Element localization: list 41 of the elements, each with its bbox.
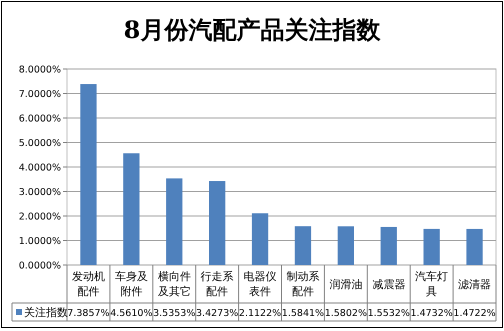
data-label: 1.4732% — [410, 308, 453, 319]
chart-title: 8月份汽配产品关注指数 — [124, 15, 382, 44]
bar — [466, 228, 483, 265]
bar — [294, 226, 312, 265]
x-tick-label: 发动机配件 — [72, 270, 105, 298]
bar — [123, 153, 140, 265]
x-tick-label: 减震器 — [372, 278, 406, 291]
bar — [338, 226, 354, 265]
y-tick-label: 4.0000% — [18, 162, 61, 174]
bar — [424, 228, 440, 265]
y-tick-label: 1.0000% — [18, 236, 61, 247]
bar — [80, 84, 97, 265]
y-tick-label: 6.0000% — [18, 114, 61, 124]
y-tick-label: 0.0000% — [18, 260, 61, 272]
data-label: 3.5353% — [153, 308, 196, 319]
x-tick-label: 滤清器 — [458, 278, 492, 291]
x-tick-label: 汽车灯具 — [415, 270, 448, 298]
bar — [380, 226, 397, 265]
x-tick-label: 车身及附件 — [114, 270, 148, 298]
bar — [252, 213, 268, 265]
y-tick-label: 7.0000% — [18, 89, 61, 100]
x-tick-label: 横向件及其它 — [158, 270, 191, 298]
legend-label: 关注指数 — [24, 306, 68, 319]
data-label: 1.4722% — [453, 308, 496, 319]
data-label: 1.5532% — [368, 308, 410, 319]
data-label: 7.3857% — [67, 308, 110, 319]
data-label: 4.5610% — [110, 308, 152, 319]
y-tick-label: 3.0000% — [18, 187, 61, 198]
x-tick-label: 行走系配件 — [200, 270, 234, 298]
x-tick-label: 电器仪表件 — [244, 270, 277, 298]
data-label: 1.5802% — [324, 308, 367, 319]
data-label: 2.1122% — [238, 308, 282, 319]
x-tick-label: 制动系配件 — [286, 270, 320, 298]
y-tick-label: 2.0000% — [18, 212, 61, 222]
x-tick-label: 润滑油 — [329, 278, 362, 291]
bar — [166, 178, 182, 265]
y-tick-label: 5.0000% — [18, 138, 61, 149]
y-tick-label: 8.0000% — [18, 64, 61, 76]
data-label: 3.4273% — [196, 308, 238, 319]
data-label: 1.5841% — [282, 308, 324, 319]
bar — [209, 181, 226, 265]
